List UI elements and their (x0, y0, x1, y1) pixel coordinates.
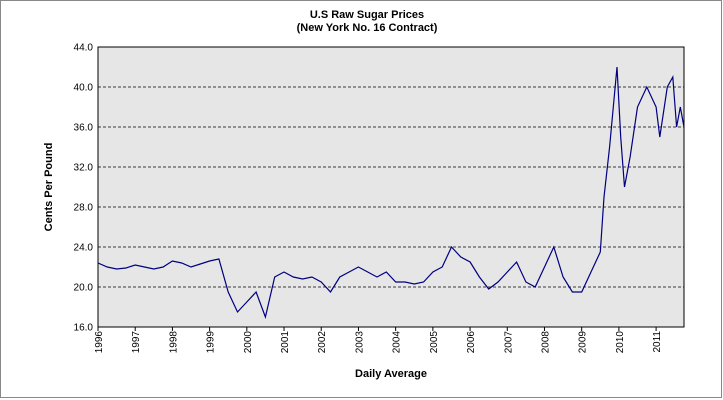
price-line (97, 66, 685, 320)
x-tick-label: 2004 (392, 331, 403, 354)
y-tick-label: 44.0 (74, 43, 94, 54)
y-tick-label: 36.0 (74, 123, 94, 134)
x-tick-label: 2001 (280, 331, 291, 354)
y-tick-label: 16.0 (74, 323, 94, 334)
y-axis-title: Cents Per Pound (43, 143, 55, 232)
y-tick-label: 20.0 (74, 283, 94, 294)
chart-title: U.S Raw Sugar Prices (310, 9, 424, 21)
x-tick-label: 2000 (243, 331, 254, 354)
x-tick-label: 2003 (354, 331, 365, 354)
x-tick-label: 2010 (615, 331, 626, 354)
x-axis-title: Daily Average (355, 368, 427, 380)
y-tick-label: 24.0 (74, 243, 94, 254)
x-tick-label: 2006 (466, 331, 477, 354)
x-tick-label: 2007 (503, 331, 514, 354)
x-tick-label: 1997 (131, 331, 142, 354)
y-tick-label: 40.0 (74, 83, 94, 94)
x-tick-label: 1998 (168, 331, 179, 354)
y-tick-label: 32.0 (74, 163, 94, 174)
x-tick-label: 2002 (317, 331, 328, 354)
x-tick-label: 1999 (206, 331, 217, 354)
x-tick-label: 2008 (540, 331, 551, 354)
x-tick-label: 1996 (94, 331, 105, 354)
x-tick-label: 2005 (429, 331, 440, 354)
x-tick-label: 2009 (578, 331, 589, 354)
x-tick-label: 2011 (652, 331, 663, 353)
plot-area (97, 46, 685, 328)
y-tick-label: 28.0 (74, 203, 94, 214)
chart-subtitle: (New York No. 16 Contract) (297, 22, 438, 34)
